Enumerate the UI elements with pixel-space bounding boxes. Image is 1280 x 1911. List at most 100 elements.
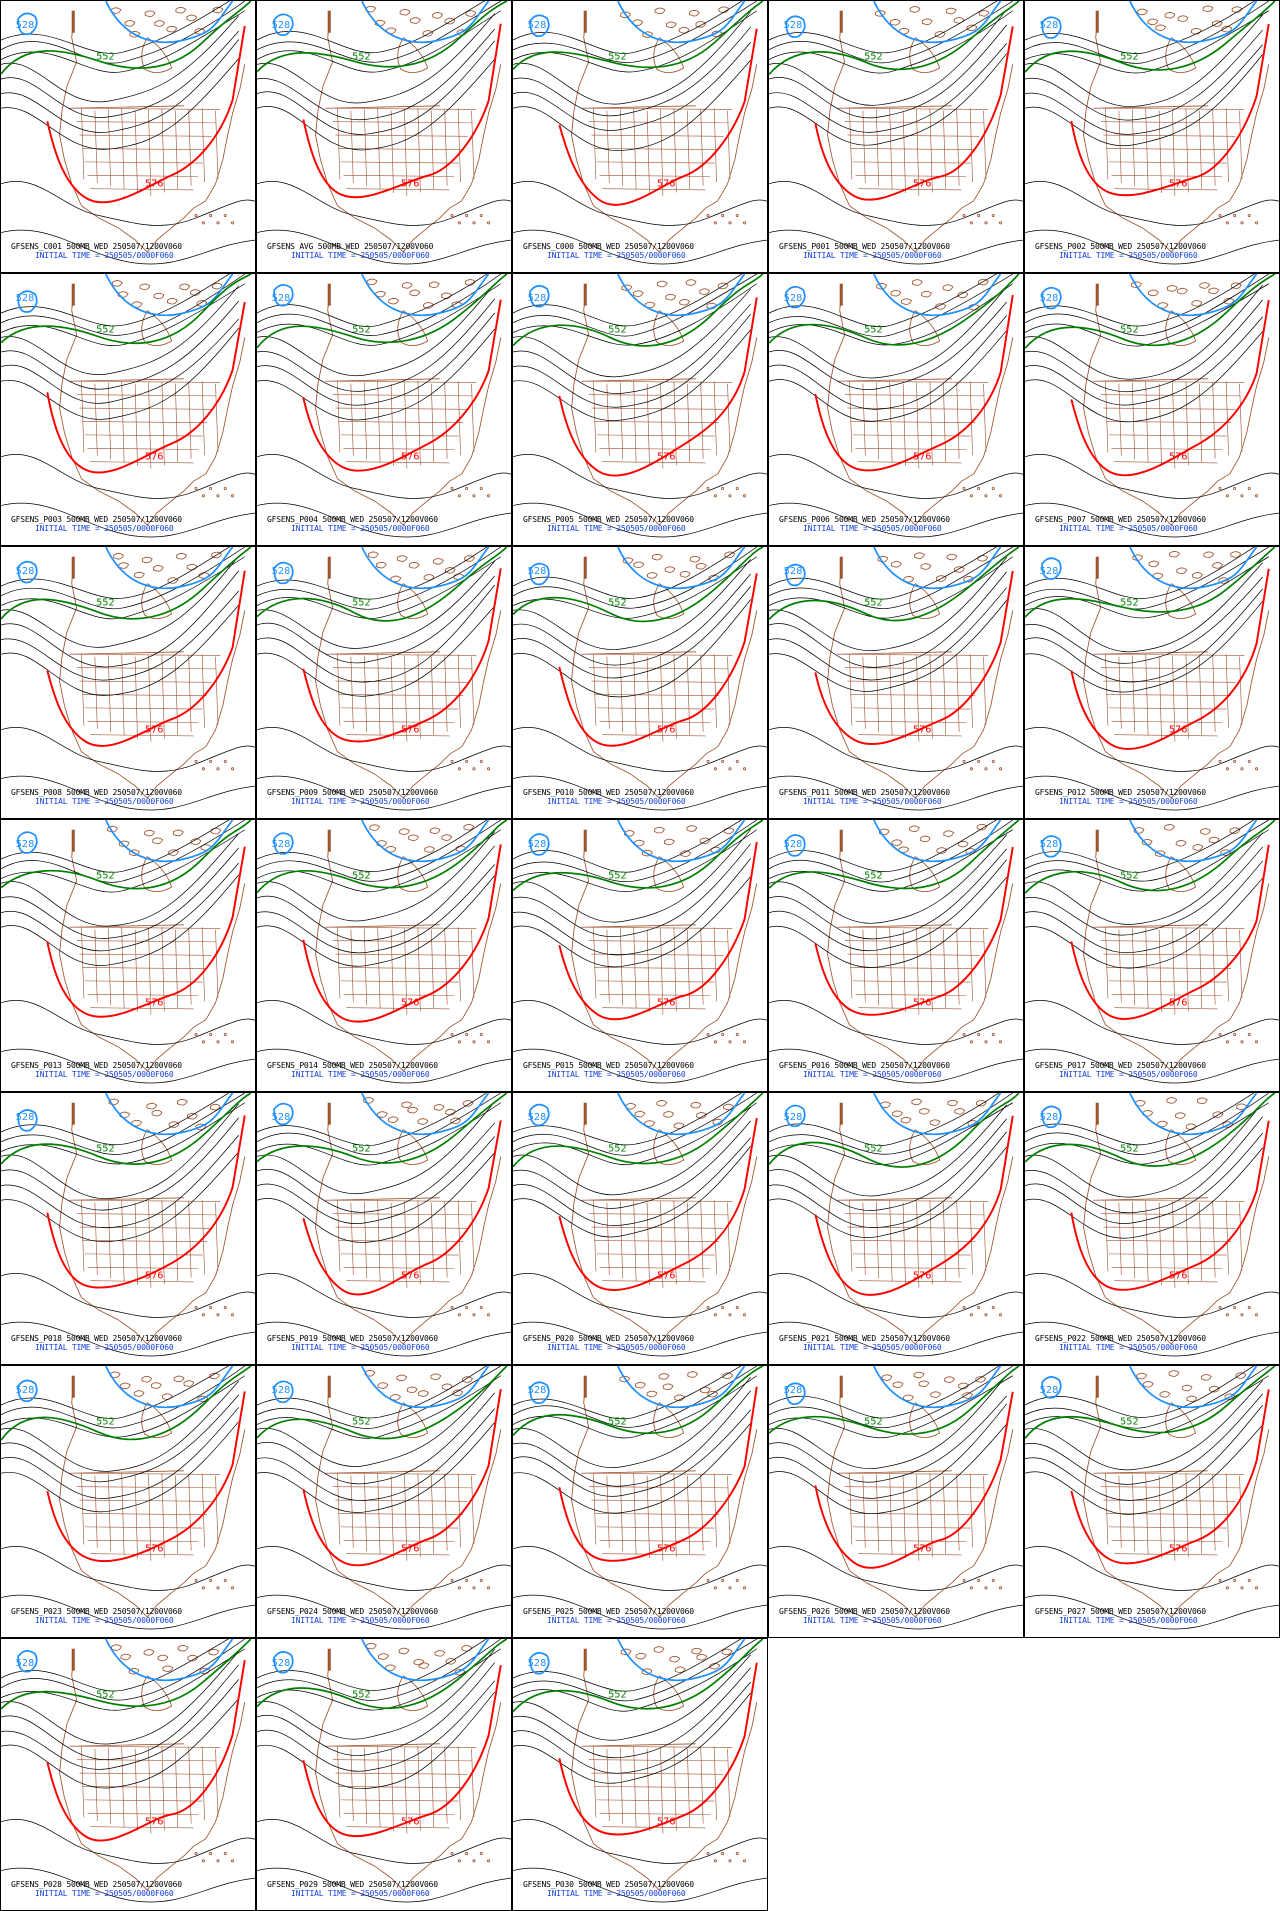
panel-title: GFSENS_P015 500MB WED 250507/1200V060 bbox=[523, 1061, 694, 1070]
contour-line bbox=[769, 1131, 1007, 1228]
contour-labels: 528 552 576 bbox=[272, 1658, 420, 1827]
contour-576 bbox=[814, 294, 1014, 472]
state-boundaries bbox=[330, 1199, 477, 1288]
ensemble-map-panel[interactable]: 528 552 576 GFSENS_P005 500MB WED 250507/12… bbox=[512, 273, 768, 546]
ensemble-map-panel[interactable]: 528 552 576 GFSENS_P008 500MB WED 250507/12… bbox=[0, 546, 256, 819]
us-canada-border bbox=[69, 105, 184, 109]
map-500mb-heights: 528 552 576 bbox=[769, 820, 1023, 1084]
contour-528-low bbox=[1041, 1105, 1062, 1129]
contour-576 bbox=[302, 844, 502, 1023]
label-528: 528 bbox=[1040, 20, 1059, 31]
contour-line bbox=[769, 1321, 1023, 1357]
contour-line bbox=[257, 1321, 511, 1357]
ensemble-map-panel[interactable]: 528 552 576 GFSENS_P012 500MB WED 250507/12… bbox=[1024, 546, 1280, 819]
label-552: 552 bbox=[608, 598, 627, 609]
ensemble-map-panel[interactable]: 528 552 576 GFSENS_P024 500MB WED 250507/12… bbox=[256, 1365, 512, 1638]
contour-line bbox=[769, 600, 1007, 692]
ensemble-map-panel[interactable]: 528 552 576 GFSENS_P011 500MB WED 250507/12… bbox=[768, 546, 1024, 819]
ensemble-map-panel[interactable]: 528 552 576 GFSENS_C000 500MB WED 250507/12… bbox=[512, 0, 768, 273]
ensemble-map-panel[interactable]: 528 552 576 GFSENS_P001 500MB WED 250507/12… bbox=[768, 0, 1024, 273]
panel-title: GFSENS_P006 500MB WED 250507/1200V060 bbox=[779, 515, 950, 524]
ensemble-map-panel[interactable]: 528 552 576 GFSENS_P018 500MB WED 250507/12… bbox=[0, 1092, 256, 1365]
contour-line bbox=[513, 727, 767, 772]
contour-line bbox=[1, 1819, 255, 1864]
ensemble-map-panel[interactable]: 528 552 576 GFSENS_P026 500MB WED 250507/12… bbox=[768, 1365, 1024, 1638]
hudson-bay bbox=[1165, 856, 1197, 893]
contour-line bbox=[257, 1662, 495, 1756]
state-boundaries bbox=[330, 926, 477, 1015]
contour-528-low bbox=[17, 1109, 38, 1132]
ensemble-map-panel[interactable]: 528 552 576 GFSENS_P002 500MB WED 250507/12… bbox=[1024, 0, 1280, 273]
ensemble-map-panel[interactable]: 528 552 576 GFSENS_P014 500MB WED 250507/12… bbox=[256, 819, 512, 1092]
ensemble-map-panel[interactable]: 528 552 576 GFSENS_P021 500MB WED 250507/12… bbox=[768, 1092, 1024, 1365]
ensemble-map-panel[interactable]: 528 552 576 GFSENS_P009 500MB WED 250507/12… bbox=[256, 546, 512, 819]
ensemble-map-panel[interactable]: 528 552 576 GFSENS_P027 500MB WED 250507/12… bbox=[1024, 1365, 1280, 1638]
label-552: 552 bbox=[1120, 325, 1139, 336]
ensemble-map-panel[interactable]: 528 552 576 GFSENS_P019 500MB WED 250507/12… bbox=[256, 1092, 512, 1365]
ensemble-map-panel[interactable]: 528 552 576 GFSENS_P007 500MB WED 250507/12… bbox=[1024, 273, 1280, 546]
panel-initial-time: INITIAL TIME = 250505/0000F060 bbox=[803, 1343, 942, 1352]
contour-552 bbox=[1, 1, 252, 75]
contour-552 bbox=[769, 547, 1020, 622]
ensemble-map-panel[interactable]: 528 552 576 GFSENS_P004 500MB WED 250507/12… bbox=[256, 273, 512, 546]
label-576: 576 bbox=[657, 997, 676, 1008]
contour-line bbox=[769, 24, 1007, 119]
contour-line bbox=[1, 1366, 229, 1419]
ensemble-map-panel[interactable]: 528 552 576 GFSENS_P003 500MB WED 250507/12… bbox=[0, 273, 256, 546]
map-500mb-heights: 528 552 576 bbox=[513, 1639, 767, 1903]
ensemble-map-panel[interactable]: 528 552 576 GFSENS_P022 500MB WED 250507/12… bbox=[1024, 1092, 1280, 1365]
contour-line bbox=[513, 1137, 751, 1226]
us-canada-border bbox=[325, 378, 440, 382]
hudson-bay bbox=[397, 1402, 429, 1439]
geography-layer bbox=[827, 278, 1014, 526]
us-canada-border bbox=[581, 378, 696, 382]
contour-line bbox=[513, 454, 767, 499]
contour-line bbox=[769, 820, 1013, 883]
contour-line bbox=[1, 58, 239, 150]
contour-576 bbox=[558, 573, 758, 747]
ensemble-map-panel[interactable]: 528 552 576 GFSENS_P028 500MB WED 250507/12… bbox=[0, 1638, 256, 1911]
contour-528-arc bbox=[873, 820, 1002, 863]
contour-line bbox=[513, 1145, 751, 1238]
contour-576 bbox=[302, 299, 502, 472]
contour-labels: 528 552 576 bbox=[1040, 1112, 1188, 1281]
ensemble-map-panel[interactable]: 528 552 576 GFSENS_C001 500MB WED 250507/12… bbox=[0, 0, 256, 273]
contour-528-arc bbox=[1129, 1093, 1258, 1136]
ensemble-map-panel[interactable]: 528 552 576 GFSENS_P020 500MB WED 250507/12… bbox=[512, 1092, 768, 1365]
us-canada-border bbox=[1093, 378, 1208, 382]
ensemble-map-panel[interactable]: 528 552 576 GFSENS_P017 500MB WED 250507/12… bbox=[1024, 819, 1280, 1092]
label-528: 528 bbox=[16, 566, 35, 577]
ensemble-map-panel[interactable]: 528 552 576 GFSENS_P029 500MB WED 250507/12… bbox=[256, 1638, 512, 1911]
ensemble-map-panel[interactable]: 528 552 576 GFSENS_P006 500MB WED 250507/12… bbox=[768, 273, 1024, 546]
contour-552 bbox=[769, 1, 1020, 75]
panel-title: GFSENS_P005 500MB WED 250507/1200V060 bbox=[523, 515, 694, 524]
ensemble-map-panel[interactable]: 528 552 576 GFSENS_P010 500MB WED 250507/12… bbox=[512, 546, 768, 819]
us-canada-border bbox=[581, 1743, 696, 1747]
contour-labels: 528 552 576 bbox=[16, 839, 164, 1008]
ensemble-map-panel[interactable]: 528 552 576 GFSENS AVG 500MB WED 250507/120… bbox=[256, 0, 512, 273]
hudson-bay bbox=[141, 856, 173, 893]
geography-layer bbox=[315, 1370, 502, 1618]
hudson-bay bbox=[397, 583, 429, 620]
ensemble-map-panel[interactable]: 528 552 576 GFSENS_P013 500MB WED 250507/12… bbox=[0, 819, 256, 1092]
label-576: 576 bbox=[145, 1270, 164, 1281]
contour-line bbox=[257, 1819, 511, 1864]
map-500mb-heights: 528 552 576 bbox=[769, 1093, 1023, 1357]
label-576: 576 bbox=[657, 1816, 676, 1827]
ensemble-map-panel[interactable]: 528 552 576 GFSENS_P016 500MB WED 250507/12… bbox=[768, 819, 1024, 1092]
contour-528-low bbox=[17, 560, 38, 584]
contour-528-arc bbox=[1129, 1366, 1258, 1409]
ensemble-map-panel[interactable]: 528 552 576 GFSENS_P030 500MB WED 250507/12… bbox=[512, 1638, 768, 1911]
contour-line bbox=[769, 1, 998, 54]
contour-line bbox=[769, 1118, 1007, 1211]
contour-528-arc bbox=[873, 274, 1002, 317]
ensemble-map-panel[interactable]: 528 552 576 GFSENS_P015 500MB WED 250507/12… bbox=[512, 819, 768, 1092]
ensemble-map-panel[interactable]: 528 552 576 GFSENS_P023 500MB WED 250507/12… bbox=[0, 1365, 256, 1638]
panel-title: GFSENS_P011 500MB WED 250507/1200V060 bbox=[779, 788, 950, 797]
contour-labels: 528 552 576 bbox=[272, 20, 420, 189]
contour-line bbox=[513, 274, 743, 327]
geography-layer bbox=[827, 552, 1014, 799]
ensemble-map-panel[interactable]: 528 552 576 GFSENS_P025 500MB WED 250507/12… bbox=[512, 1365, 768, 1638]
coastline bbox=[1083, 10, 1270, 253]
label-528: 528 bbox=[272, 1112, 291, 1123]
